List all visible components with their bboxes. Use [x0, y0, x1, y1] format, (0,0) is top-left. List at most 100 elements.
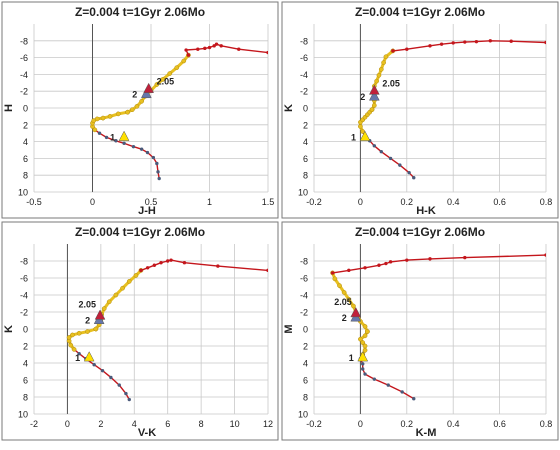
data-point: [92, 363, 96, 367]
data-point: [139, 147, 144, 151]
y-tick-label: -8: [300, 257, 308, 267]
x-tick-label: -0.2: [306, 419, 322, 429]
series-line-agb: [392, 40, 546, 52]
y-tick-label: 4: [303, 359, 308, 369]
y-tick-label: 6: [23, 154, 28, 164]
marker-label: 1: [75, 353, 80, 363]
data-point: [405, 258, 409, 262]
y-tick-label: 10: [18, 410, 28, 420]
data-point: [66, 335, 72, 340]
data-point: [372, 144, 377, 148]
x-tick-label: 0.5: [145, 197, 158, 207]
data-point: [376, 72, 382, 78]
data-point: [154, 82, 160, 87]
data-point: [488, 39, 493, 43]
data-point: [174, 65, 180, 71]
data-point: [351, 303, 356, 309]
y-axis-label: K: [283, 104, 295, 112]
data-point: [109, 375, 113, 380]
marker-label: 2.05: [334, 297, 352, 307]
chart-title: Z=0.004 t=1Gyr 2.06Mo: [75, 225, 205, 239]
y-tick-label: 6: [303, 154, 308, 164]
data-point: [156, 170, 160, 174]
data-point: [196, 47, 200, 51]
data-point: [182, 261, 187, 265]
y-axis-label: M: [283, 324, 295, 333]
chart-frame: [1, 221, 279, 441]
marker-label: 1: [351, 133, 356, 143]
x-axis-label: J-H: [138, 205, 156, 217]
data-point: [388, 260, 393, 264]
data-point: [122, 141, 126, 145]
y-tick-label: 4: [23, 137, 28, 147]
data-point: [145, 150, 150, 155]
x-tick-label: 12: [263, 419, 273, 429]
data-point: [106, 299, 112, 305]
data-point: [133, 273, 139, 278]
data-point: [386, 383, 390, 387]
y-tick-label: 2: [303, 120, 308, 130]
marker-label: 2: [132, 90, 137, 100]
y-tick-label: -4: [20, 291, 28, 301]
data-point: [70, 332, 75, 338]
data-point: [68, 342, 74, 348]
data-point: [428, 44, 432, 48]
data-point: [362, 324, 368, 329]
data-point: [388, 156, 393, 161]
data-point: [365, 329, 370, 334]
data-point: [407, 170, 411, 175]
data-point: [544, 40, 546, 45]
data-point: [439, 42, 444, 46]
data-point: [186, 53, 191, 57]
data-point: [107, 114, 113, 119]
data-point: [104, 135, 109, 140]
chart-frame: [281, 1, 559, 219]
data-point: [125, 109, 130, 115]
y-tick-label: -6: [300, 274, 308, 284]
marker-triangle: [83, 351, 95, 362]
data-point: [160, 77, 166, 82]
data-point: [120, 285, 125, 291]
data-point: [451, 41, 455, 45]
data-point: [362, 347, 368, 353]
y-tick-label: -6: [300, 53, 308, 63]
data-point: [378, 67, 384, 72]
data-point: [216, 264, 220, 268]
y-tick-label: 0: [23, 104, 28, 114]
data-point: [372, 377, 377, 381]
marker-label: 1: [110, 133, 115, 143]
chart-panel-4: Z=0.004 t=1Gyr 2.06Mo-8-6-4-20246810-0.2…: [281, 221, 559, 441]
data-point: [131, 144, 136, 149]
data-point: [124, 391, 128, 396]
y-tick-label: -4: [300, 70, 308, 80]
y-tick-label: 2: [303, 342, 308, 352]
data-point: [167, 71, 173, 76]
x-tick-label: 0: [65, 419, 70, 429]
chart-title: Z=0.004 t=1Gyr 2.06Mo: [75, 5, 205, 19]
data-point: [152, 263, 157, 267]
y-tick-label: -2: [20, 87, 28, 97]
data-point: [115, 111, 121, 117]
marker-triangle: [350, 306, 362, 318]
marker-triangle: [368, 84, 380, 95]
data-point: [463, 255, 467, 260]
data-point: [381, 60, 386, 65]
series-line-agb: [185, 43, 268, 56]
data-point: [405, 47, 409, 51]
data-point: [371, 103, 377, 108]
marker-triangle: [368, 90, 380, 101]
y-tick-label: 6: [303, 376, 308, 386]
marker-label: 2: [85, 316, 90, 326]
x-tick-label: 1: [207, 197, 212, 207]
y-tick-label: 8: [23, 171, 28, 181]
marker-label: 2.05: [78, 299, 96, 309]
data-point: [360, 340, 366, 345]
data-point: [363, 266, 367, 270]
chart-title: Z=0.004 t=1Gyr 2.06Mo: [355, 5, 485, 19]
plot-area: [90, 42, 268, 181]
data-point: [369, 107, 375, 113]
y-tick-label: 8: [303, 171, 308, 181]
y-tick-label: 4: [303, 137, 308, 147]
data-point: [237, 47, 241, 51]
